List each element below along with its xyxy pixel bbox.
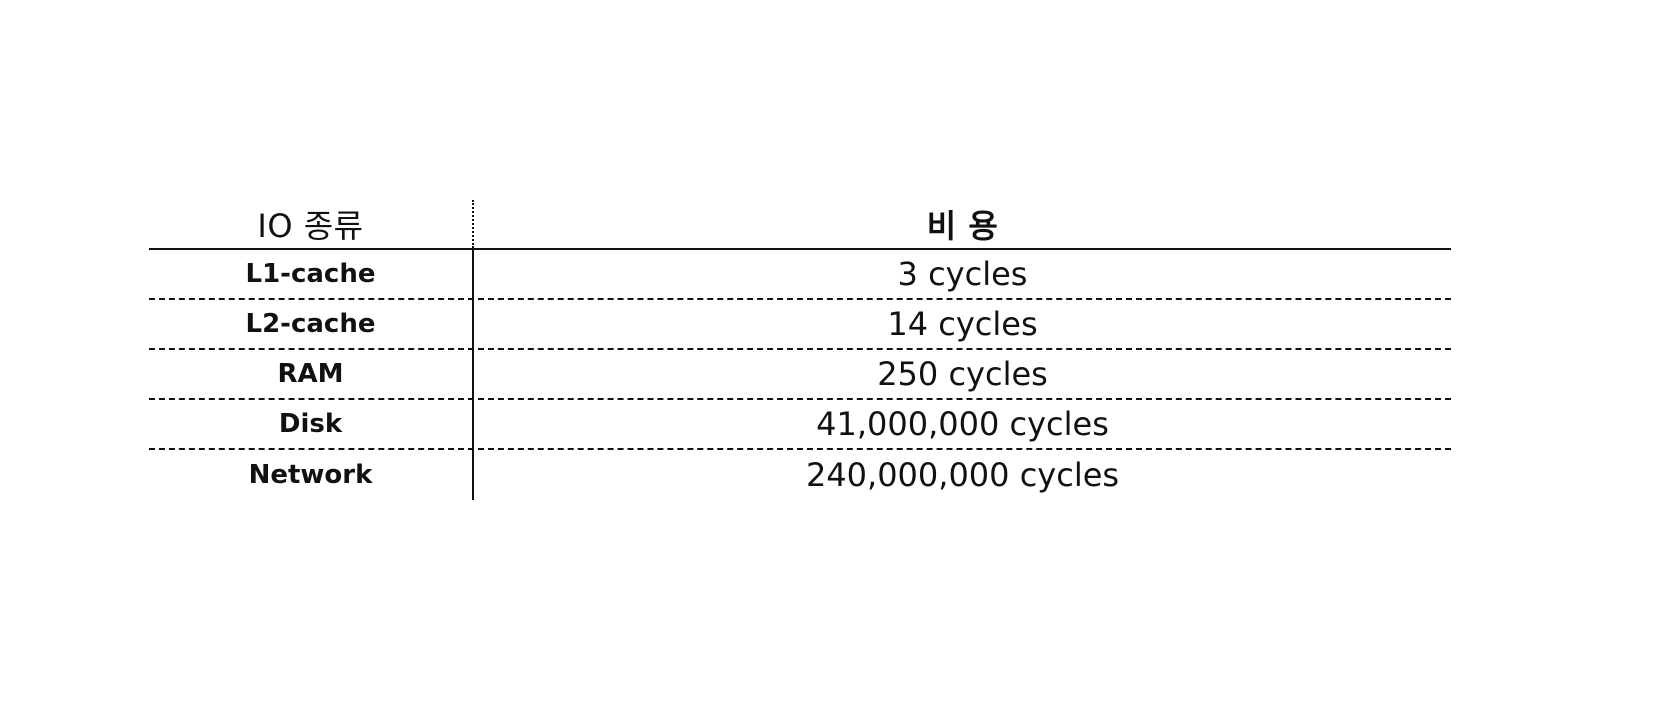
header-cost-label: 비 용 bbox=[926, 207, 999, 245]
cost-cell: 41,000,000 cycles bbox=[474, 400, 1451, 448]
cost-value: 41,000,000 cycles bbox=[816, 405, 1109, 443]
table-row: Disk 41,000,000 cycles bbox=[149, 400, 1451, 450]
io-type-label: Network bbox=[248, 460, 373, 490]
table-row: L1-cache 3 cycles bbox=[149, 250, 1451, 300]
io-type-cell: L2-cache bbox=[149, 300, 474, 348]
io-type-cell: Network bbox=[149, 450, 474, 500]
io-cost-table: IO 종류 비 용 L1-cache 3 cycles L2-cache 14 … bbox=[149, 200, 1451, 500]
io-type-cell: L1-cache bbox=[149, 250, 474, 298]
table-row: L2-cache 14 cycles bbox=[149, 300, 1451, 350]
io-type-label: RAM bbox=[277, 359, 344, 389]
cost-cell: 14 cycles bbox=[474, 300, 1451, 348]
table-row: RAM 250 cycles bbox=[149, 350, 1451, 400]
io-type-label: Disk bbox=[278, 409, 343, 439]
cost-value: 250 cycles bbox=[877, 355, 1048, 393]
header-cell-cost: 비 용 bbox=[474, 200, 1451, 248]
io-type-label: L1-cache bbox=[245, 259, 376, 289]
cost-cell: 3 cycles bbox=[474, 250, 1451, 298]
table-row: Network 240,000,000 cycles bbox=[149, 450, 1451, 500]
header-cell-io-type: IO 종류 bbox=[149, 200, 474, 248]
cost-value: 3 cycles bbox=[897, 255, 1028, 293]
cost-value: 240,000,000 cycles bbox=[805, 456, 1120, 494]
header-io-type-label: IO 종류 bbox=[257, 207, 364, 245]
cost-value: 14 cycles bbox=[887, 305, 1038, 343]
cost-cell: 250 cycles bbox=[474, 350, 1451, 398]
cost-cell: 240,000,000 cycles bbox=[474, 450, 1451, 500]
io-type-cell: Disk bbox=[149, 400, 474, 448]
table-header-row: IO 종류 비 용 bbox=[149, 200, 1451, 250]
io-type-cell: RAM bbox=[149, 350, 474, 398]
io-type-label: L2-cache bbox=[245, 309, 376, 339]
